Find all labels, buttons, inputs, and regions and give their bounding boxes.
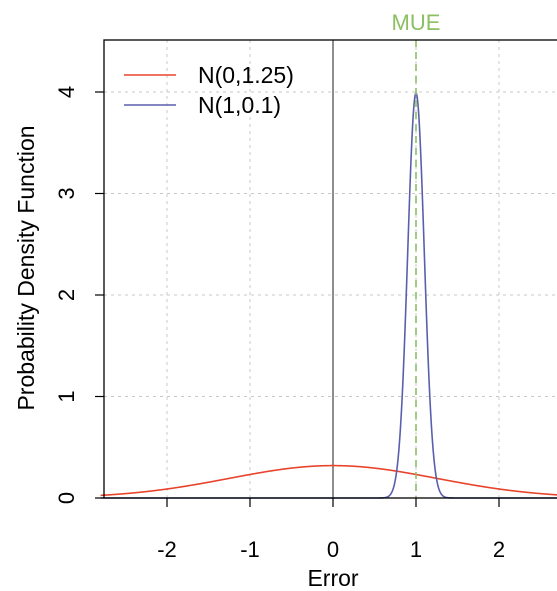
x-tick-label: -1: [240, 537, 260, 562]
annotations: MUE: [392, 10, 441, 498]
y-axis-title: Probability Density Function: [13, 125, 39, 410]
x-tick-label: 0: [327, 537, 339, 562]
x-tick-label: 1: [410, 537, 422, 562]
mue-label: MUE: [392, 10, 441, 35]
y-tick-label: 0: [54, 492, 79, 504]
y-tick-label: 3: [54, 187, 79, 199]
y-axis: 0 1 2 3 4: [54, 86, 104, 504]
legend-label-2: N(1,0.1): [198, 92, 281, 118]
y-tick-label: 1: [54, 390, 79, 402]
series-line-1: [100, 464, 557, 497]
legend: N(0,1.25) N(1,0.1): [124, 62, 294, 118]
x-tick-label: -2: [157, 537, 177, 562]
x-axis: -2 -1 0 1 2: [157, 498, 505, 562]
x-tick-label: 2: [493, 537, 505, 562]
plot-frame: [103, 39, 557, 499]
legend-label-1: N(0,1.25): [198, 62, 294, 88]
x-axis-title: Error: [307, 565, 358, 591]
y-tick-label: 4: [54, 86, 79, 98]
y-tick-label: 2: [54, 289, 79, 301]
